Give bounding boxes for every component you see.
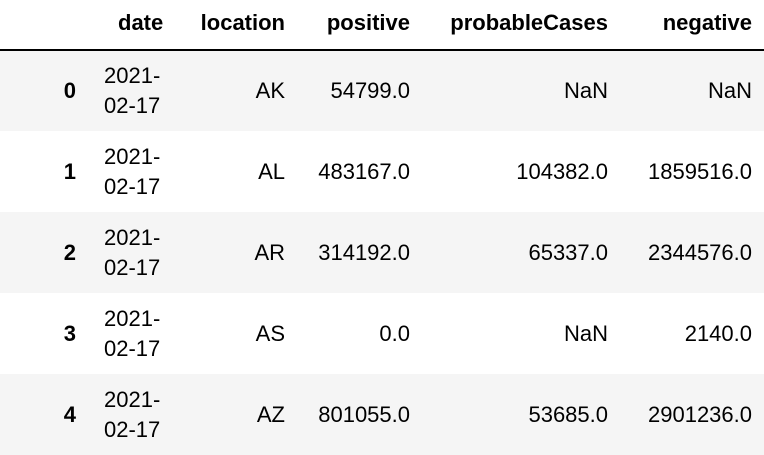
cell-date-part1: 2021- xyxy=(104,143,161,169)
header-positive: positive xyxy=(297,0,422,51)
table-body: 0 2021- 02-17 AK 54799.0 NaN NaN 1 2021- 0… xyxy=(0,50,764,455)
row-index: 1 xyxy=(63,158,76,184)
cell-probable-cases: 53685.0 xyxy=(528,401,608,427)
cell-negative: 1859516.0 xyxy=(648,158,752,184)
cell-date-part2: 02-17 xyxy=(104,335,161,361)
table-header: date location positive probableCases neg… xyxy=(0,0,764,51)
cell-date: 2021- 02-17 xyxy=(90,131,176,212)
cell-location: AZ xyxy=(256,401,285,427)
table-row: 0 2021- 02-17 AK 54799.0 NaN NaN xyxy=(0,50,764,131)
table-row: 3 2021- 02-17 AS 0.0 NaN 2140.0 xyxy=(0,293,764,374)
cell-probable-cases: 104382.0 xyxy=(516,158,608,184)
cell-probable-cases: NaN xyxy=(563,320,608,346)
row-index: 0 xyxy=(63,78,76,103)
table-row: 4 2021- 02-17 AZ 801055.0 53685.0 2901236… xyxy=(0,374,764,455)
cell-location: AS xyxy=(255,320,285,346)
cell-probable-cases: NaN xyxy=(563,78,608,103)
cell-positive: 801055.0 xyxy=(318,401,410,427)
cell-negative: 2344576.0 xyxy=(648,239,752,265)
cell-date-part1: 2021- xyxy=(104,305,161,331)
cell-date-part1: 2021- xyxy=(104,224,161,250)
cell-date-part2: 02-17 xyxy=(104,416,161,442)
header-date: date xyxy=(90,0,176,51)
cell-negative: 2901236.0 xyxy=(648,401,752,427)
cell-probable-cases: 65337.0 xyxy=(528,239,608,265)
cell-date-part1: 2021- xyxy=(104,63,161,89)
cell-date-part2: 02-17 xyxy=(104,93,161,118)
cell-negative: 2140.0 xyxy=(684,320,752,346)
cell-date: 2021- 02-17 xyxy=(90,212,176,293)
row-index: 2 xyxy=(63,239,76,265)
header-row: date location positive probableCases neg… xyxy=(0,0,764,51)
cell-date-part2: 02-17 xyxy=(104,254,161,280)
cell-location: AL xyxy=(258,158,285,184)
cell-positive: 483167.0 xyxy=(318,158,410,184)
header-index xyxy=(0,0,90,51)
header-negative: negative xyxy=(620,0,764,51)
cell-date: 2021- 02-17 xyxy=(90,293,176,374)
cell-date-part2: 02-17 xyxy=(104,173,161,199)
cell-location: AK xyxy=(255,78,285,103)
cell-positive: 0.0 xyxy=(379,320,410,346)
header-probable-cases: probableCases xyxy=(422,0,620,51)
cell-location: AR xyxy=(254,239,285,265)
cell-positive: 314192.0 xyxy=(318,239,410,265)
header-location: location xyxy=(176,0,297,51)
table-row: 1 2021- 02-17 AL 483167.0 104382.0 185951… xyxy=(0,131,764,212)
cell-date: 2021- 02-17 xyxy=(90,374,176,455)
table-row: 2 2021- 02-17 AR 314192.0 65337.0 2344576… xyxy=(0,212,764,293)
cell-date: 2021- 02-17 xyxy=(90,50,176,131)
cell-positive: 54799.0 xyxy=(330,78,410,103)
cell-date-part1: 2021- xyxy=(104,386,161,412)
cell-negative: NaN xyxy=(707,78,752,103)
row-index: 4 xyxy=(63,401,76,427)
row-index: 3 xyxy=(63,320,76,346)
